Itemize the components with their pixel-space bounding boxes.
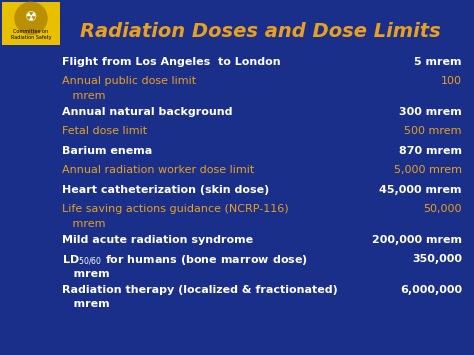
Text: Radiation therapy (localized & fractionated): Radiation therapy (localized & fractiona… [62, 285, 338, 295]
Text: mrem: mrem [62, 91, 106, 101]
Text: LD$_{50/60}$ for humans (bone marrow dose): LD$_{50/60}$ for humans (bone marrow dos… [62, 254, 308, 268]
Text: mrem: mrem [62, 219, 106, 229]
Circle shape [15, 2, 47, 34]
Text: Flight from Los Angeles  to London: Flight from Los Angeles to London [62, 57, 281, 67]
Text: mrem: mrem [62, 299, 109, 309]
Text: 870 mrem: 870 mrem [399, 146, 462, 156]
Text: Annual natural background: Annual natural background [62, 107, 233, 117]
Text: 500 mrem: 500 mrem [404, 126, 462, 136]
Text: 300 mrem: 300 mrem [399, 107, 462, 117]
Text: Life saving actions guidance (NCRP-116): Life saving actions guidance (NCRP-116) [62, 204, 289, 214]
Text: Fetal dose limit: Fetal dose limit [62, 126, 147, 136]
Text: Mild acute radiation syndrome: Mild acute radiation syndrome [62, 235, 253, 245]
Text: 6,000,000: 6,000,000 [400, 285, 462, 295]
Text: 5 mrem: 5 mrem [414, 57, 462, 67]
Bar [2, 2, 60, 45]
Text: Annual public dose limit: Annual public dose limit [62, 76, 196, 87]
Text: Heart catheterization (skin dose): Heart catheterization (skin dose) [62, 185, 269, 195]
Text: mrem: mrem [62, 269, 109, 279]
Text: Radiation Doses and Dose Limits: Radiation Doses and Dose Limits [80, 22, 440, 41]
Text: 45,000 mrem: 45,000 mrem [380, 185, 462, 195]
Text: ☢: ☢ [25, 10, 37, 24]
Text: 5,000 mrem: 5,000 mrem [394, 165, 462, 175]
Text: Annual radiation worker dose limit: Annual radiation worker dose limit [62, 165, 254, 175]
Text: 100: 100 [441, 76, 462, 87]
Text: 50,000: 50,000 [423, 204, 462, 214]
Text: 200,000 mrem: 200,000 mrem [372, 235, 462, 245]
Text: 350,000: 350,000 [412, 254, 462, 264]
Text: Barium enema: Barium enema [62, 146, 152, 156]
Text: Committee on
Radiation Safety: Committee on Radiation Safety [11, 29, 51, 40]
